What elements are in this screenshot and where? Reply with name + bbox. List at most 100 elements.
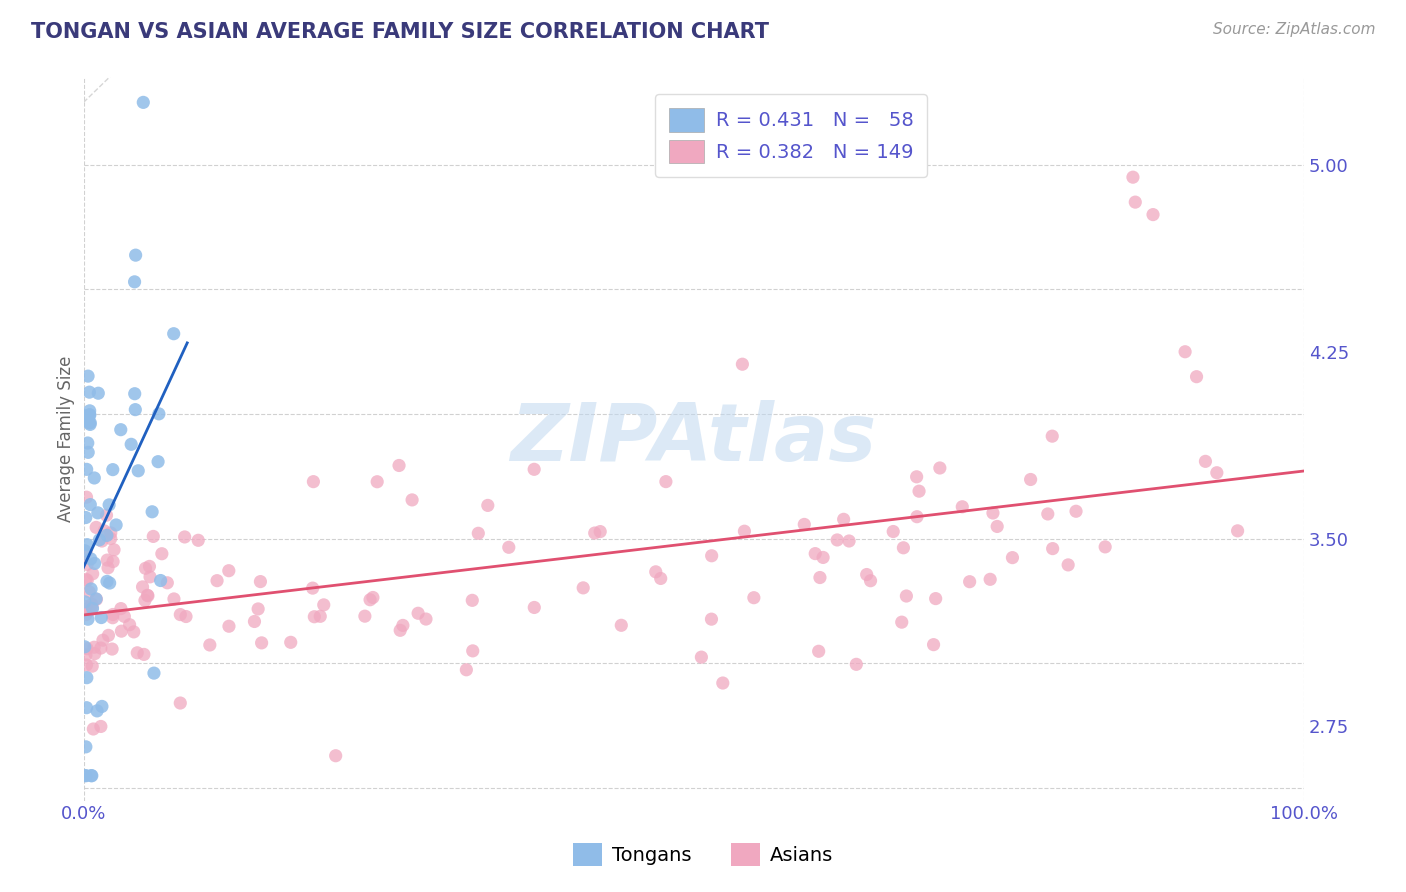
Point: [959, 574, 981, 589]
Point: [807, 644, 830, 658]
Point: [148, 407, 170, 421]
Point: [205, 574, 228, 588]
Point: [141, 505, 163, 519]
Text: Source: ZipAtlas.com: Source: ZipAtlas.com: [1212, 22, 1375, 37]
Point: [76, 462, 98, 476]
Point: [1019, 473, 1042, 487]
Point: [896, 589, 918, 603]
Point: [136, 588, 159, 602]
Point: [610, 618, 633, 632]
Point: [650, 571, 672, 585]
Point: [73, 769, 96, 783]
Point: [572, 581, 595, 595]
Point: [218, 619, 240, 633]
Point: [96, 508, 118, 523]
Point: [655, 475, 678, 489]
Point: [1205, 466, 1227, 480]
Point: [77, 585, 100, 599]
Point: [96, 553, 118, 567]
Point: [139, 570, 162, 584]
Point: [90, 641, 112, 656]
Point: [77, 369, 100, 384]
Point: [98, 576, 121, 591]
Point: [76, 574, 98, 588]
Point: [75, 607, 97, 622]
Point: [124, 248, 146, 262]
Point: [138, 559, 160, 574]
Point: [124, 402, 146, 417]
Point: [83, 557, 105, 571]
Point: [389, 624, 412, 638]
Point: [461, 644, 484, 658]
Point: [467, 526, 489, 541]
Point: [392, 618, 415, 632]
Point: [1094, 540, 1116, 554]
Point: [979, 572, 1001, 586]
Point: [100, 525, 122, 540]
Point: [101, 462, 124, 476]
Point: [456, 663, 478, 677]
Point: [908, 484, 931, 499]
Point: [76, 641, 98, 656]
Point: [118, 617, 141, 632]
Point: [84, 591, 107, 606]
Point: [1036, 507, 1059, 521]
Point: [243, 615, 266, 629]
Point: [77, 445, 100, 459]
Point: [302, 475, 325, 489]
Point: [1064, 504, 1087, 518]
Point: [150, 547, 173, 561]
Point: [127, 646, 149, 660]
Point: [79, 416, 101, 430]
Point: [1226, 524, 1249, 538]
Point: [163, 591, 186, 606]
Point: [142, 666, 165, 681]
Point: [312, 598, 335, 612]
Point: [75, 545, 97, 559]
Point: [97, 561, 120, 575]
Point: [76, 657, 98, 672]
Point: [75, 739, 97, 754]
Point: [127, 464, 149, 478]
Point: [82, 600, 104, 615]
Point: [163, 326, 186, 341]
Point: [461, 593, 484, 607]
Point: [73, 595, 96, 609]
Point: [79, 603, 101, 617]
Point: [301, 581, 323, 595]
Point: [415, 612, 437, 626]
Point: [136, 589, 159, 603]
Point: [134, 561, 156, 575]
Point: [112, 609, 135, 624]
Point: [1057, 558, 1080, 572]
Point: [198, 638, 221, 652]
Point: [1185, 369, 1208, 384]
Point: [1142, 208, 1164, 222]
Point: [86, 704, 108, 718]
Point: [79, 404, 101, 418]
Point: [644, 565, 666, 579]
Point: [731, 357, 754, 371]
Point: [93, 524, 115, 538]
Point: [73, 409, 96, 423]
Point: [142, 529, 165, 543]
Point: [79, 408, 101, 422]
Point: [690, 650, 713, 665]
Point: [103, 542, 125, 557]
Point: [700, 549, 723, 563]
Point: [110, 423, 132, 437]
Point: [82, 566, 104, 581]
Point: [82, 722, 104, 736]
Point: [247, 602, 270, 616]
Point: [793, 517, 815, 532]
Point: [1040, 429, 1063, 443]
Point: [156, 575, 179, 590]
Point: [218, 564, 240, 578]
Point: [91, 534, 114, 549]
Point: [173, 530, 195, 544]
Point: [101, 555, 124, 569]
Point: [124, 275, 146, 289]
Point: [832, 512, 855, 526]
Point: [890, 615, 912, 629]
Point: [928, 461, 950, 475]
